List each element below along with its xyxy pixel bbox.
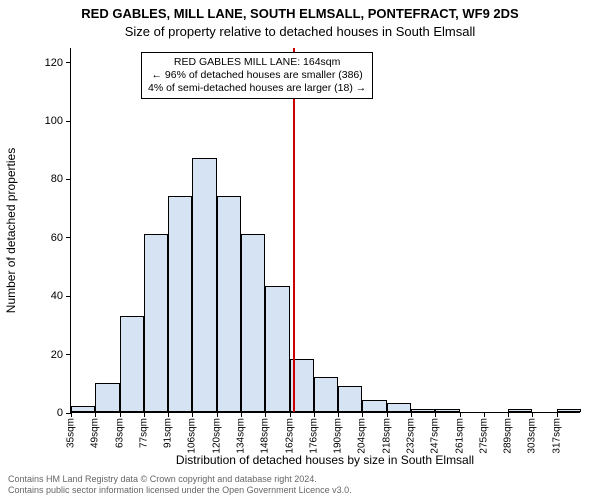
- x-tick: [168, 412, 169, 417]
- y-tick: [66, 237, 71, 238]
- y-tick: [66, 296, 71, 297]
- x-tick-label: 120sqm: [211, 418, 222, 454]
- x-tick: [338, 412, 339, 417]
- y-tick-label: 100: [45, 115, 63, 127]
- x-tick: [460, 412, 461, 417]
- chart-title-line2: Size of property relative to detached ho…: [0, 24, 600, 39]
- x-tick-label: 275sqm: [478, 418, 489, 454]
- x-tick: [557, 412, 558, 417]
- x-tick-label: 148sqm: [260, 418, 271, 454]
- x-tick-label: 261sqm: [454, 418, 465, 454]
- chart-container: RED GABLES, MILL LANE, SOUTH ELMSALL, PO…: [0, 0, 600, 500]
- x-tick: [241, 412, 242, 417]
- y-tick-label: 20: [51, 349, 63, 361]
- x-tick: [314, 412, 315, 417]
- x-tick-label: 176sqm: [308, 418, 319, 454]
- x-tick-label: 63sqm: [114, 418, 125, 448]
- x-tick: [290, 412, 291, 417]
- annotation-line2: ← 96% of detached houses are smaller (38…: [148, 69, 366, 82]
- histogram-bar: [168, 196, 192, 412]
- y-tick-label: 120: [45, 57, 63, 69]
- x-tick-label: 35sqm: [66, 418, 77, 448]
- histogram-bar: [557, 409, 581, 412]
- x-tick: [265, 412, 266, 417]
- histogram-bar: [314, 377, 338, 412]
- histogram-bar: [508, 409, 532, 412]
- x-tick: [484, 412, 485, 417]
- marker-line: [293, 48, 295, 412]
- x-tick: [435, 412, 436, 417]
- x-tick: [144, 412, 145, 417]
- x-tick: [387, 412, 388, 417]
- histogram-bar: [120, 316, 144, 412]
- x-tick-label: 289sqm: [503, 418, 514, 454]
- x-tick-label: 303sqm: [527, 418, 538, 454]
- x-tick-label: 190sqm: [333, 418, 344, 454]
- footer-line2: Contains public sector information licen…: [8, 485, 592, 496]
- x-tick-label: 134sqm: [236, 418, 247, 454]
- chart-title-line1: RED GABLES, MILL LANE, SOUTH ELMSALL, PO…: [0, 6, 600, 21]
- histogram-bar: [192, 158, 216, 412]
- footer-line1: Contains HM Land Registry data © Crown c…: [8, 474, 592, 485]
- histogram-bar: [217, 196, 241, 412]
- y-tick-label: 60: [51, 232, 63, 244]
- histogram-bar: [338, 386, 362, 412]
- histogram-bar: [71, 406, 95, 412]
- x-tick-label: 91sqm: [163, 418, 174, 448]
- x-tick-label: 106sqm: [187, 418, 198, 454]
- y-tick: [66, 179, 71, 180]
- x-tick: [411, 412, 412, 417]
- y-axis-label: Number of detached properties: [4, 48, 20, 413]
- y-tick-label: 40: [51, 290, 63, 302]
- x-tick-label: 247sqm: [430, 418, 441, 454]
- x-tick-label: 162sqm: [284, 418, 295, 454]
- histogram-bar: [265, 286, 289, 412]
- annotation-line1: RED GABLES MILL LANE: 164sqm: [148, 56, 366, 69]
- x-tick: [362, 412, 363, 417]
- x-tick: [192, 412, 193, 417]
- x-axis-label: Distribution of detached houses by size …: [70, 453, 580, 467]
- y-tick-label: 0: [57, 407, 63, 419]
- y-tick-label: 80: [51, 173, 63, 185]
- x-tick-label: 232sqm: [406, 418, 417, 454]
- histogram-bar: [411, 409, 435, 412]
- histogram-bar: [95, 383, 119, 412]
- y-tick: [66, 62, 71, 63]
- x-tick: [532, 412, 533, 417]
- histogram-bar: [241, 234, 265, 412]
- histogram-bar: [435, 409, 459, 412]
- annotation-line3: 4% of semi-detached houses are larger (1…: [148, 82, 366, 95]
- annotation-box: RED GABLES MILL LANE: 164sqm ← 96% of de…: [141, 52, 373, 99]
- x-tick: [95, 412, 96, 417]
- x-tick-label: 218sqm: [381, 418, 392, 454]
- histogram-bar: [144, 234, 168, 412]
- histogram-bar: [362, 400, 386, 412]
- x-tick-label: 317sqm: [551, 418, 562, 454]
- x-tick-label: 77sqm: [138, 418, 149, 448]
- x-tick: [120, 412, 121, 417]
- x-tick-label: 49sqm: [90, 418, 101, 448]
- footer-attribution: Contains HM Land Registry data © Crown c…: [8, 474, 592, 496]
- x-tick: [508, 412, 509, 417]
- plot-area: 02040608010012035sqm49sqm63sqm77sqm91sqm…: [70, 48, 580, 413]
- x-tick: [217, 412, 218, 417]
- histogram-bar: [387, 403, 411, 412]
- y-tick: [66, 121, 71, 122]
- y-tick: [66, 354, 71, 355]
- x-tick-label: 204sqm: [357, 418, 368, 454]
- x-tick: [71, 412, 72, 417]
